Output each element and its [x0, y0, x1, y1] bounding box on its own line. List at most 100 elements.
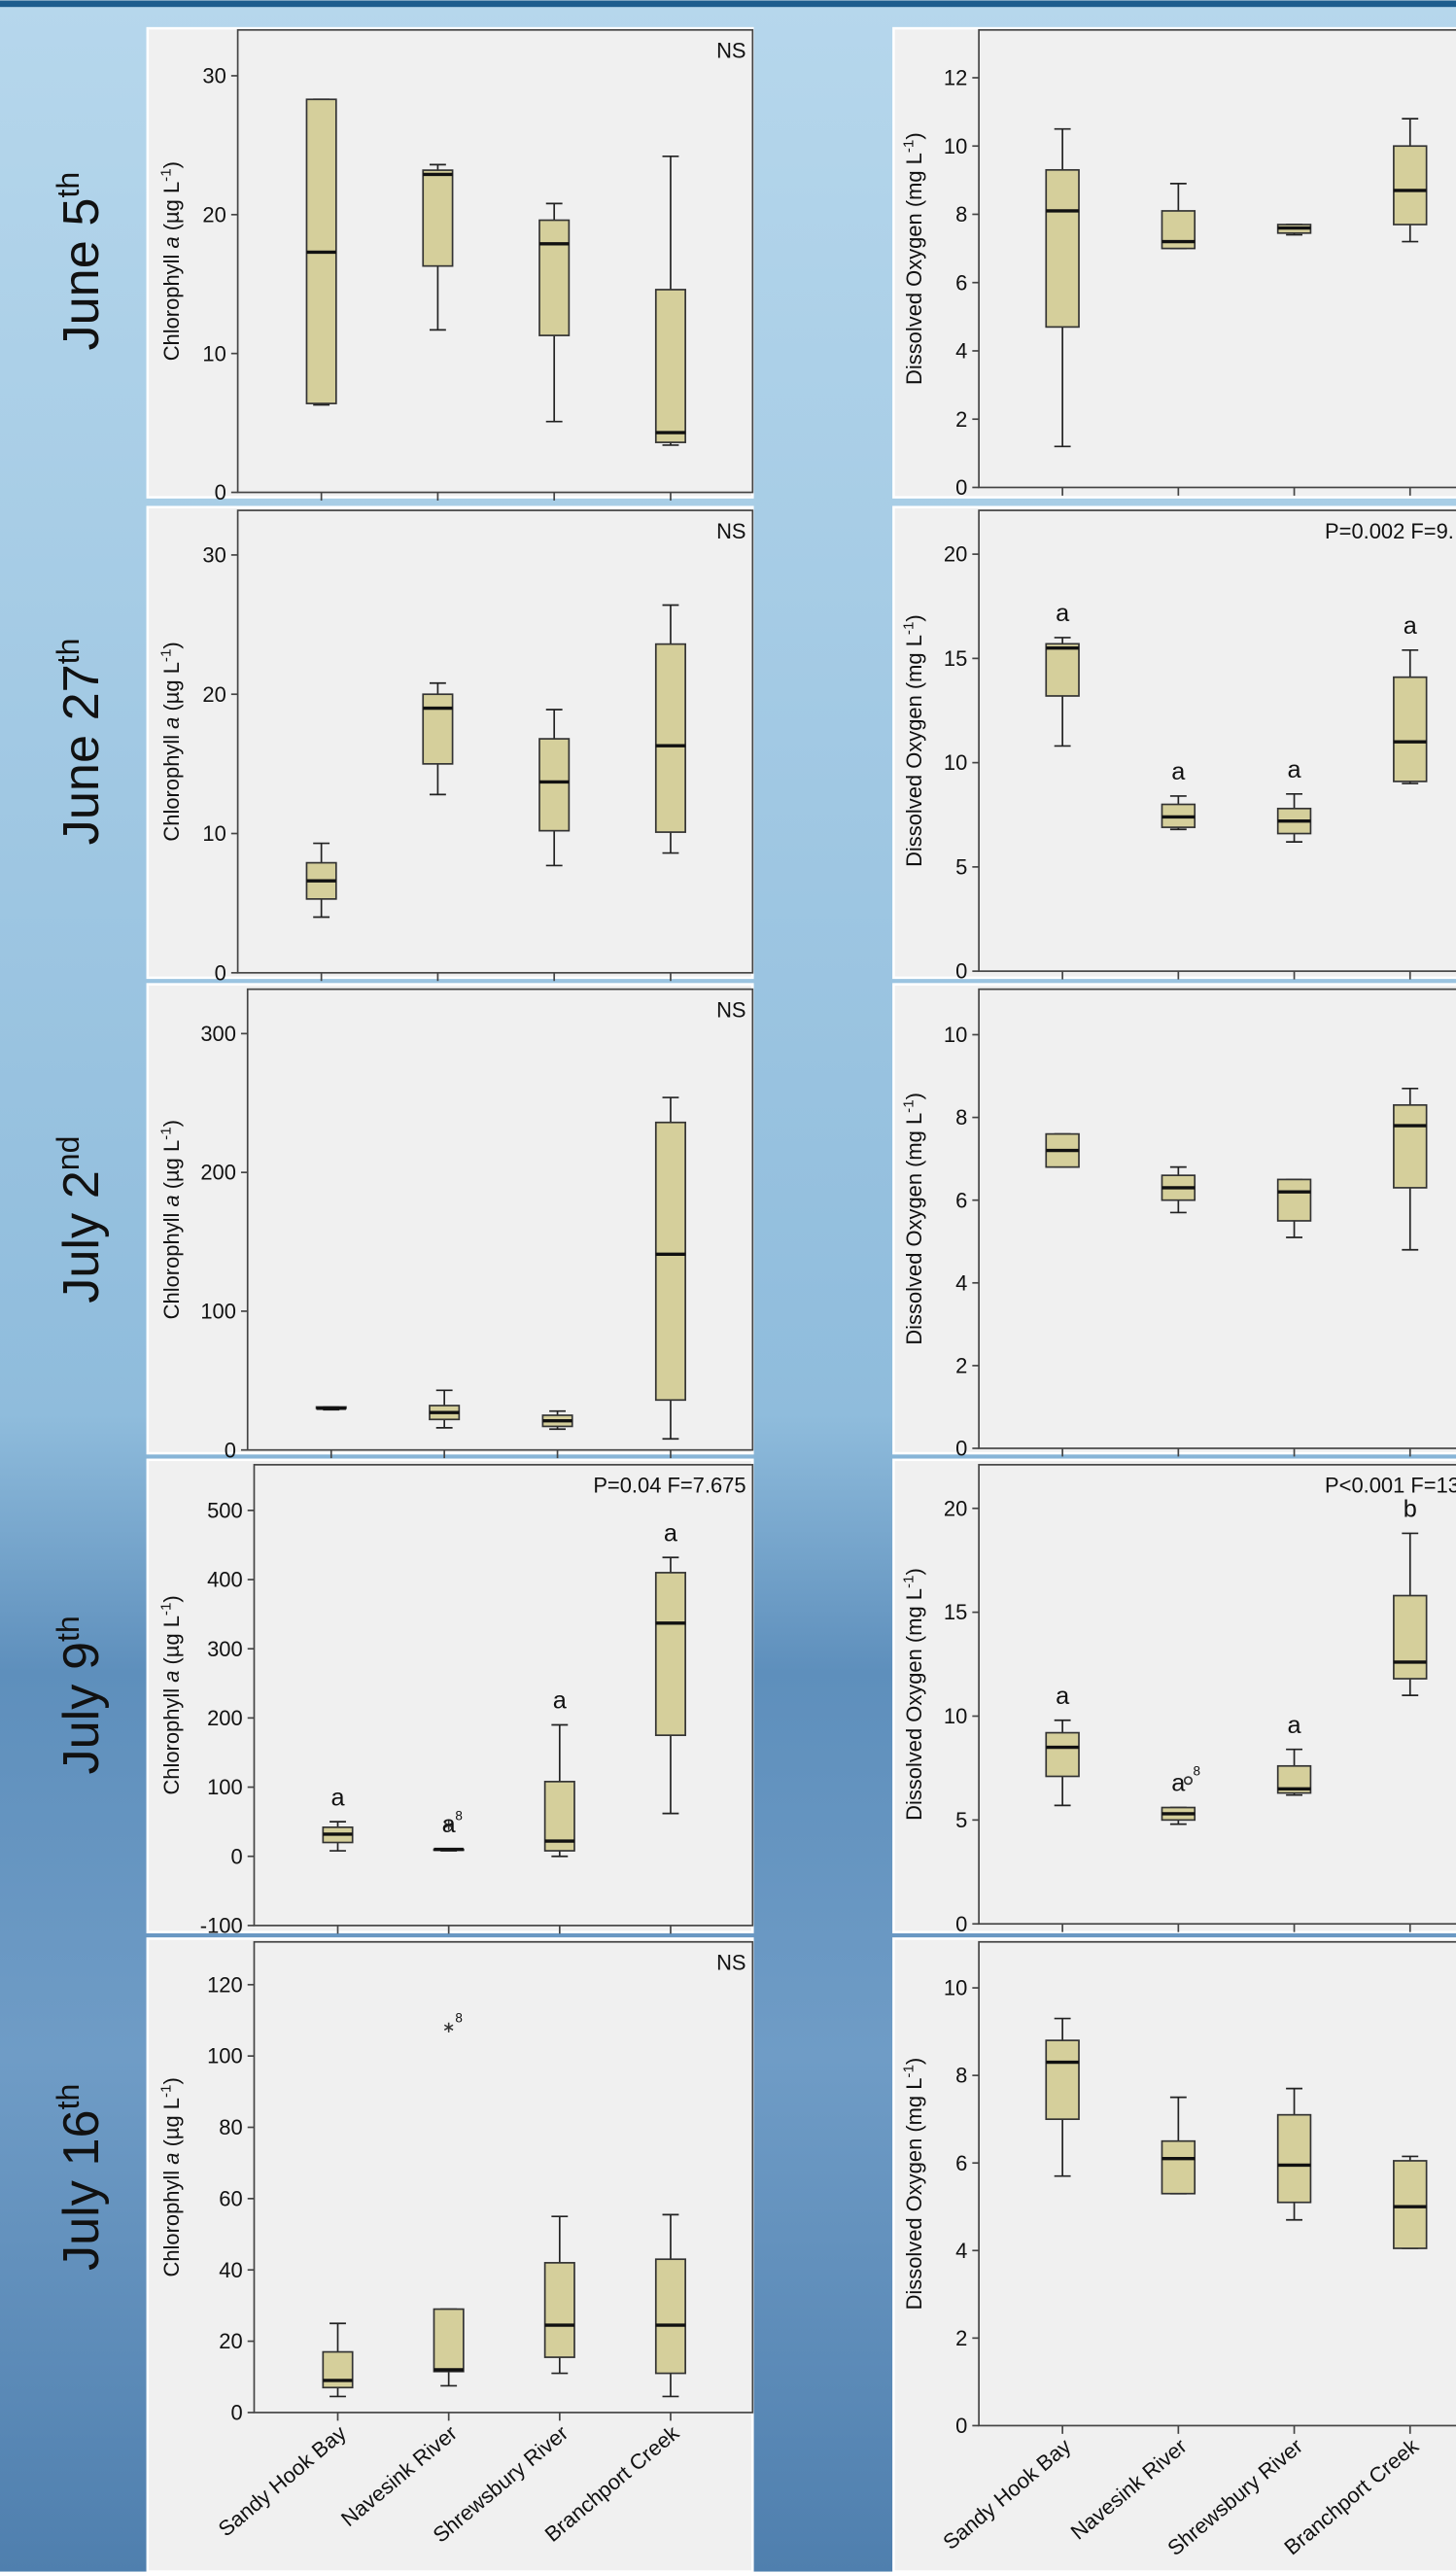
y-tick-label: 10	[944, 1704, 967, 1728]
box	[1394, 678, 1427, 782]
box	[656, 1123, 685, 1401]
group-letter: a	[1056, 1683, 1070, 1710]
box	[423, 170, 452, 266]
y-tick-label: 0	[955, 2414, 967, 2438]
y-tick-label: 20	[219, 2329, 242, 2353]
y-axis-label-part: -1	[157, 168, 174, 182]
y-tick-label: 15	[944, 646, 967, 671]
y-tick-label: 200	[200, 1161, 236, 1185]
box	[656, 1573, 685, 1735]
group-letter: a	[1288, 756, 1302, 783]
y-axis-label-part: -1	[901, 622, 918, 636]
panel	[893, 985, 1456, 1453]
y-tick-label: 200	[207, 1706, 243, 1730]
y-axis-label-part: a	[159, 236, 184, 248]
box	[423, 694, 452, 764]
y-tick-label: 0	[215, 480, 226, 504]
group-letter: a	[553, 1687, 568, 1715]
y-tick-label: 5	[955, 854, 967, 879]
box	[1394, 1596, 1427, 1679]
group-letter: a	[664, 1519, 678, 1547]
y-tick-label: 10	[944, 134, 967, 158]
group-letter: a	[330, 1784, 345, 1811]
y-axis-label: Dissolved Oxygen (mg L-1)	[901, 1093, 926, 1345]
y-tick-label: 4	[955, 339, 967, 364]
y-axis-label-part: Chlorophyll	[159, 2165, 184, 2277]
y-tick-label: 0	[230, 2401, 242, 2425]
box	[433, 2310, 463, 2372]
y-tick-label: 4	[955, 2239, 967, 2263]
annotation: NS	[716, 997, 745, 1022]
box	[1046, 2040, 1079, 2119]
y-tick-label: 20	[944, 542, 967, 567]
group-letter: a	[442, 1811, 457, 1838]
y-axis-label-part: a	[159, 1671, 184, 1683]
annotation: NS	[716, 519, 745, 543]
box	[1046, 1733, 1079, 1777]
row-label-text: July 16	[53, 2109, 110, 2271]
y-axis-label-part: -1	[157, 1127, 174, 1139]
y-tick-label: 2	[955, 2326, 967, 2350]
y-axis-label-part: (µg L	[159, 2098, 184, 2153]
y-axis-label-part: )	[159, 161, 184, 168]
panel	[893, 1460, 1456, 1932]
y-axis-label-part: Chlorophyll	[159, 729, 184, 842]
y-axis-label-part: (µg L	[159, 662, 184, 716]
row-label: July 16th	[51, 2084, 110, 2271]
annotation: P<0.001 F=13.0	[1325, 1474, 1456, 1498]
panel	[148, 1938, 752, 2571]
group-letter: b	[1404, 1496, 1417, 1523]
row-label-text: June 27	[53, 664, 110, 845]
group-letter: a	[1056, 600, 1070, 627]
group-letter: a	[1288, 1712, 1302, 1739]
y-tick-label: 300	[200, 1022, 236, 1046]
y-tick-label: 400	[207, 1568, 243, 1592]
y-axis-label: Chlorophyll a (µg L-1)	[157, 161, 183, 361]
annotation: P=0.04 F=7.675	[593, 1474, 745, 1498]
y-tick-label: 0	[955, 1437, 967, 1461]
y-axis-label: Dissolved Oxygen (mg L-1)	[901, 132, 926, 385]
y-tick-label: 0	[955, 475, 967, 500]
y-axis-label-part: a	[159, 2153, 184, 2165]
box	[1394, 146, 1427, 225]
y-axis-label-part: )	[902, 1093, 926, 1099]
y-axis-label-part: Chlorophyll	[159, 1683, 184, 1795]
y-tick-label: 0	[215, 960, 226, 985]
y-axis-label: Dissolved Oxygen (mg L-1)	[901, 1568, 926, 1821]
row-label-sup: th	[51, 1616, 86, 1642]
y-axis-label-part: )	[902, 2058, 926, 2065]
figure: June 5thJune 27thJuly 2ndJuly 9thJuly 16…	[0, 0, 1456, 2572]
y-tick-label: 10	[944, 750, 967, 775]
y-axis-label-part: )	[159, 1120, 184, 1127]
y-axis-label-part: a	[159, 717, 184, 729]
box	[656, 290, 685, 442]
y-axis-label-part: -1	[901, 2065, 918, 2078]
y-tick-label: 40	[219, 2258, 242, 2282]
y-axis-label-part: Chlorophyll	[159, 1207, 184, 1320]
box	[1046, 170, 1079, 328]
box	[1161, 2141, 1195, 2194]
row-label-text: June 5	[53, 198, 110, 351]
y-axis-label-part: -1	[157, 2085, 174, 2099]
y-tick-label: 6	[955, 1188, 967, 1212]
y-tick-label: 100	[207, 2044, 243, 2068]
y-axis-label-part: a	[159, 1195, 184, 1206]
y-tick-label: 100	[200, 1300, 236, 1324]
annotation: P=0.002 F=9.	[1325, 519, 1454, 543]
box	[656, 2259, 685, 2373]
y-tick-label: 5	[955, 1808, 967, 1832]
group-letter: a	[1171, 758, 1186, 785]
y-tick-label: 30	[202, 543, 225, 568]
box	[1394, 2161, 1427, 2248]
y-axis-label-part: )	[902, 132, 926, 139]
y-axis-label-part: -1	[157, 649, 174, 663]
y-axis-label-part: )	[159, 2077, 184, 2084]
group-letter: a	[1404, 612, 1418, 640]
y-tick-label: 10	[944, 1023, 967, 1047]
y-tick-label: 20	[202, 682, 225, 707]
y-axis-label-part: -1	[901, 1576, 918, 1589]
y-tick-label: 30	[202, 64, 225, 88]
row-label-sup: nd	[51, 1136, 86, 1171]
box	[1046, 643, 1079, 696]
y-axis-label-part: Chlorophyll	[159, 249, 184, 362]
